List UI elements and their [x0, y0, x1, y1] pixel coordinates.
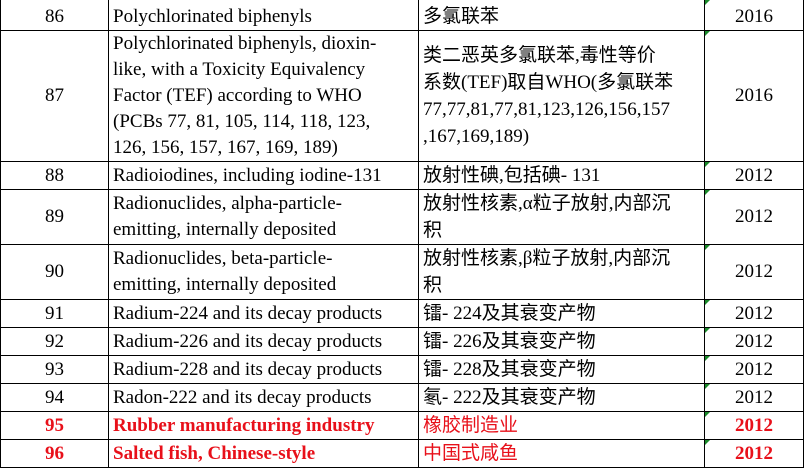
cell-line: Rubber manufacturing industry [113, 414, 375, 436]
zh-cell: 镭- 224及其衰变产物 [418, 299, 705, 328]
en-cell: Radionuclides, beta-particle-emitting, i… [108, 244, 419, 300]
en-cell: Radon-222 and its decay products [108, 383, 419, 412]
zh-cell: 放射性碘,包括碘- 131 [418, 161, 705, 190]
no-cell: 86 [0, 0, 109, 31]
year-cell: 2012 [704, 411, 804, 440]
no-cell: 96 [0, 439, 109, 468]
cell-line: Radon-222 and its decay products [113, 386, 372, 408]
no-cell: 93 [0, 355, 109, 384]
no-cell: 90 [0, 244, 109, 300]
table-row: 91 Radium-224 and its decay products 镭- 22… [0, 299, 804, 328]
cell-line: 镭- 228及其衰变产物 [423, 359, 596, 380]
table-row: 86 Polychlorinated biphenyls 多氯联苯 2016 [0, 0, 804, 31]
table-row: 88 Radioiodines, including iodine-131 放射性碘… [0, 161, 804, 190]
no-cell: 92 [0, 327, 109, 356]
en-cell: Radium-228 and its decay products [108, 355, 419, 384]
cell-line: emitting, internally deposited [113, 219, 337, 240]
en-cell: Salted fish, Chinese-style [108, 439, 419, 468]
zh-cell: 镭- 228及其衰变产物 [418, 355, 705, 384]
year-cell: 2012 [704, 299, 804, 328]
year-cell: 2012 [704, 355, 804, 384]
no-cell: 91 [0, 299, 109, 328]
no-cell: 87 [0, 30, 109, 162]
cell-line: Radium-224 and its decay products [113, 302, 383, 324]
cell-line: 放射性核素,α粒子放射,内部沉 [423, 193, 671, 214]
cell-line: 放射性碘,包括碘- 131 [423, 165, 601, 186]
zh-cell: 氡- 222及其衰变产物 [418, 383, 705, 412]
zh-cell: 多氯联苯 [418, 0, 705, 31]
cell-line: 77,77,81,77,81,123,126,156,157 [423, 99, 670, 120]
year-cell: 2012 [704, 244, 804, 300]
zh-cell: 放射性核素,α粒子放射,内部沉积 [418, 189, 705, 245]
cell-line: emitting, internally deposited [113, 274, 337, 295]
cell-line: 放射性核素,β粒子放射,内部沉 [423, 248, 671, 269]
en-cell: Radionuclides, alpha-particle-emitting, … [108, 189, 419, 245]
cell-line: Factor (TEF) according to WHO [113, 85, 362, 106]
year-cell: 2012 [704, 383, 804, 412]
cell-line: 橡胶制造业 [423, 415, 519, 436]
cell-line: 镭- 226及其衰变产物 [423, 331, 596, 352]
en-cell: Radium-224 and its decay products [108, 299, 419, 328]
cell-line: 氡- 222及其衰变产物 [423, 387, 596, 408]
cell-line: Radium-228 and its decay products [113, 358, 383, 380]
cell-line: 系数(TEF)取自WHO(多氯联苯 [423, 72, 674, 93]
table-row: 95 Rubber manufacturing industry 橡胶制造业 2012 [0, 411, 804, 440]
year-cell: 2012 [704, 327, 804, 356]
zh-cell: 类二恶英多氯联苯,毒性等价 系数(TEF)取自WHO(多氯联苯 77,77,81,7… [418, 30, 705, 162]
cell-line: 类二恶英多氯联苯,毒性等价 [423, 45, 656, 66]
year-cell: 2012 [704, 189, 804, 245]
zh-cell: 放射性核素,β粒子放射,内部沉积 [418, 244, 705, 300]
cell-line: 积 [423, 275, 443, 296]
table-row: 93 Radium-228 and its decay products 镭- 22… [0, 355, 804, 384]
no-cell: 94 [0, 383, 109, 412]
cell-line: like, with a Toxicity Equivalency [113, 59, 366, 80]
table-row: 96 Salted fish, Chinese-style 中国式咸鱼 2012 [0, 439, 804, 468]
en-cell: Rubber manufacturing industry [108, 411, 419, 440]
zh-cell: 中国式咸鱼 [418, 439, 705, 468]
year-cell: 2012 [704, 439, 804, 468]
year-cell: 2016 [704, 0, 804, 31]
zh-cell: 橡胶制造业 [418, 411, 705, 440]
no-cell: 95 [0, 411, 109, 440]
cell-line: 多氯联苯 [423, 6, 500, 27]
no-cell: 88 [0, 161, 109, 190]
cell-line: 积 [423, 220, 443, 241]
en-cell: Radium-226 and its decay products [108, 327, 419, 356]
table-row: 92 Radium-226 and its decay products 镭- 22… [0, 327, 804, 356]
cell-line: Polychlorinated biphenyls, dioxin- [113, 33, 377, 54]
no-cell: 89 [0, 189, 109, 245]
en-cell: Polychlorinated biphenyls [108, 0, 419, 31]
cell-line: Radionuclides, beta-particle- [113, 248, 333, 269]
en-cell: Polychlorinated biphenyls, dioxin-like, … [108, 30, 419, 162]
cell-line: Salted fish, Chinese-style [113, 442, 316, 464]
cell-line: (PCBs 77, 81, 105, 114, 118, 123, [113, 111, 371, 132]
cell-line: 中国式咸鱼 [423, 443, 519, 464]
cell-line: 镭- 224及其衰变产物 [423, 303, 596, 324]
table-row: 87 Polychlorinated biphenyls, dioxin-like… [0, 30, 804, 162]
cell-line: 126, 156, 157, 167, 169, 189) [113, 137, 338, 158]
table-row: 90 Radionuclides, beta-particle-emitting,… [0, 244, 804, 300]
en-cell: Radioiodines, including iodine-131 [108, 161, 419, 190]
table-row: 94 Radon-222 and its decay products 氡- 222… [0, 383, 804, 412]
year-cell: 2016 [704, 30, 804, 162]
year-cell: 2012 [704, 161, 804, 190]
zh-cell: 镭- 226及其衰变产物 [418, 327, 705, 356]
cell-line: Polychlorinated biphenyls [113, 5, 312, 27]
cell-line: Radionuclides, alpha-particle- [113, 193, 342, 214]
cell-line: ,167,169,189) [423, 126, 530, 147]
table-row: 89 Radionuclides, alpha-particle-emitting… [0, 189, 804, 245]
cell-line: Radioiodines, including iodine-131 [113, 164, 382, 186]
cell-line: Radium-226 and its decay products [113, 330, 383, 352]
